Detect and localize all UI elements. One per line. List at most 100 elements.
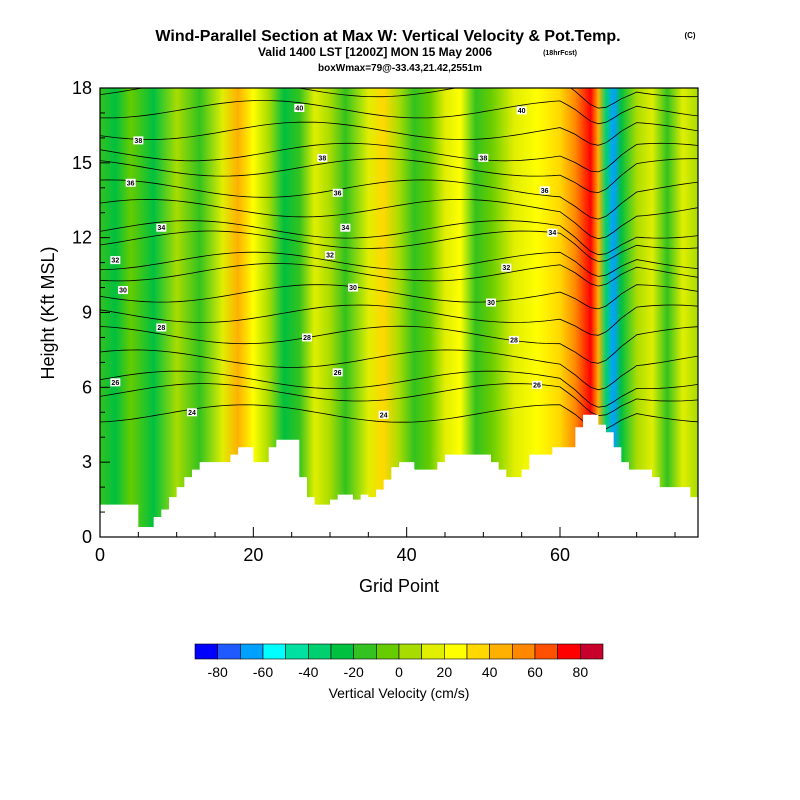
theta-contour-line [100,370,698,408]
colorbar-swatch [353,643,377,660]
theta-contour-line [100,349,698,391]
contour-label-bg [118,286,128,295]
x-tick-label: 40 [397,545,417,565]
colorbar-swatch [194,643,218,660]
colorbar-tick-label: -20 [344,664,364,680]
x-tick-label: 60 [550,545,570,565]
chart-title: Wind-Parallel Section at Max W: Vertical… [155,28,620,45]
contour-label: 26 [334,370,342,377]
colorbar-tick-label: -60 [253,664,273,680]
contour-label: 40 [518,108,526,115]
contour-label: 32 [502,265,510,272]
contour-label: 28 [157,325,165,332]
plot-area: 40 40 38 38 38 36 36 36 34 34 34 32 32 32 30 30 30 28 28 28… [100,88,698,537]
x-tick-label: 0 [95,545,105,565]
colorbar-swatch [512,643,536,660]
contour-label: 32 [326,253,334,260]
contour-label-bg [317,153,328,162]
contour-label-bg [133,136,144,145]
colorbar-swatch [557,643,581,660]
colorbar-tick-label: -40 [298,664,318,680]
y-tick-label: 6 [82,377,92,397]
y-tick-label: 18 [72,78,92,98]
theta-contour-line [100,284,698,310]
contour-label: 32 [111,258,119,265]
theta-contour-line [100,158,698,194]
contour-label-bg [378,410,389,419]
colorbar-swatch [466,643,490,660]
contour-label-bg [516,106,527,115]
contour-label-bg [187,408,197,417]
theta-contour-line [100,198,698,240]
y-axis-label: Height (Kft MSL) [38,246,58,379]
colorbar-swatch [285,643,309,660]
x-axis: 0 20 40 60 [95,527,676,565]
y-tick-label: 15 [72,153,92,173]
contour-label: 38 [479,155,487,162]
colorbar-swatch [330,643,354,660]
contour-label-bg [325,251,335,260]
contour-label: 34 [341,225,349,232]
contour-label-bg [340,223,351,232]
colorbar-swatch [421,643,445,660]
colorbar-tick-label: 0 [395,664,403,680]
theta-contour-line [100,88,698,109]
contour-label: 36 [541,188,549,195]
contour-label-bg [348,283,358,292]
contour-label-bg [539,186,550,195]
forecast-hour-note: (18hrFcst) [543,50,577,57]
contour-label-bg [332,188,343,197]
contour-label-bg [332,368,343,377]
x-axis-label: Grid Point [359,576,439,596]
colorbar-label: Vertical Velocity (cm/s) [329,685,470,701]
colorbar-swatch [534,643,558,660]
colorbar-swatch [240,643,264,660]
contour-label-bg [501,263,512,272]
y-tick-label: 9 [82,303,92,323]
contour-label-bg [156,223,167,232]
theta-contour-line [100,325,698,364]
theta-contour-line [100,251,698,277]
colorbar-tick-label: 60 [527,664,543,680]
contour-label-bg [509,335,519,344]
contour-label-bg [532,380,542,389]
theta-contour-labels: 40 40 38 38 38 36 36 36 34 34 34 32 32 32 30 30 30 28 28 28… [110,103,558,419]
colorbar-swatch [262,643,286,660]
contour-label: 30 [119,288,127,295]
theta-contours [100,88,698,431]
contour-label: 34 [157,225,165,232]
contour-label: 28 [303,335,311,342]
chart-subtitle: Valid 1400 LST [1200Z] MON 15 May 2006 [258,45,492,59]
contour-label: 26 [533,382,541,389]
theta-contour-line [100,220,698,256]
contour-label-bg [125,178,136,187]
y-tick-label: 12 [72,228,92,248]
contour-label: 24 [188,410,196,417]
y-tick-label: 3 [82,452,92,472]
contour-label-bg [110,256,121,265]
contour-label-bg [110,378,121,387]
theta-contour-line [100,100,698,125]
colorbar-swatch [580,643,604,660]
contour-label: 40 [295,105,303,112]
x-tick-label: 20 [243,545,263,565]
contour-label-bg [294,103,305,112]
theta-contour-line [100,142,698,173]
colorbar-tick-label: 20 [437,664,453,680]
colorbar-tick-label: -80 [208,664,228,680]
box-wmax-note: boxWmax=79@-33.43,21.42,2551m [318,63,482,74]
colorbar [194,643,604,660]
contour-label-bg [302,333,312,342]
contour-label: 28 [510,337,518,344]
contour-label-bg [486,298,496,307]
colorbar-tick-label: 40 [482,664,498,680]
theta-contour-line [100,262,698,287]
contour-label-bg [156,323,167,332]
copyright-mark: (C) [684,31,695,40]
contour-label: 34 [548,230,556,237]
colorbar-tick-label: 80 [573,664,589,680]
contour-label: 30 [487,300,495,307]
contour-label: 36 [334,190,342,197]
colorbar-swatch [217,643,241,660]
colorbar-swatch [398,643,422,660]
